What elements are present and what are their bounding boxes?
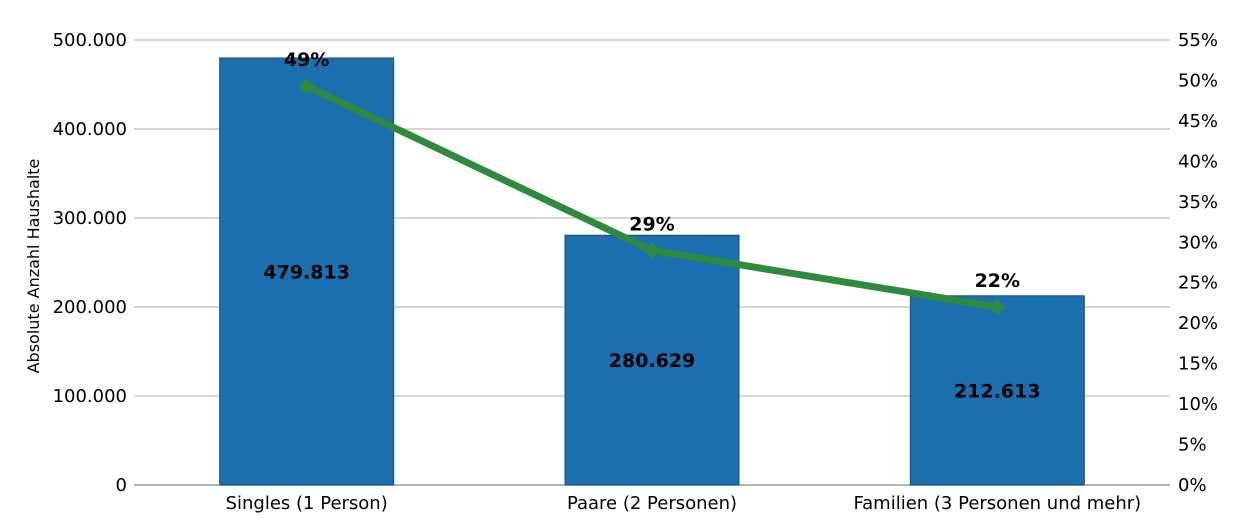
category-label: Singles (1 Person) [226, 493, 388, 514]
bar-value-label: 212.613 [954, 380, 1041, 402]
bar [909, 295, 1085, 486]
y2-tick-label: 30% [1178, 232, 1218, 253]
y-tick-label: 300.000 [53, 208, 127, 229]
y2-tick-label: 40% [1178, 151, 1218, 172]
bar-value-label: 280.629 [609, 350, 696, 372]
y2-tick-label: 15% [1178, 354, 1218, 375]
y2-tick-label: 50% [1178, 70, 1218, 91]
y2-tick-label: 20% [1178, 313, 1218, 334]
line-point [298, 78, 315, 95]
y-tick-label: 400.000 [53, 119, 127, 140]
category-label: Paare (2 Personen) [567, 493, 737, 514]
y2-tick-label: 25% [1178, 273, 1218, 294]
bar [564, 234, 740, 486]
y2-tick-label: 55% [1178, 30, 1218, 51]
y2-tick-label: 10% [1178, 394, 1218, 415]
y-tick-label: 0 [116, 475, 127, 496]
line-point [644, 242, 660, 259]
y2-tick-label: 5% [1178, 435, 1207, 456]
y-tick-label: 200.000 [53, 297, 127, 318]
label-layer: 0 100.000 200.000 300.000 400.000 500.000 0% 5%… [53, 30, 1218, 514]
y-tick-label: 500.000 [53, 30, 127, 51]
y2-tick-label: 35% [1178, 192, 1218, 213]
line-layer [298, 78, 1006, 315]
percent-label: 29% [629, 213, 674, 235]
bar-layer [219, 57, 1085, 486]
y2-tick-label: 0% [1178, 475, 1207, 496]
y-axis-label: Absolute Anzahl Haushalte [24, 159, 43, 374]
y-tick-label: 100.000 [53, 386, 127, 407]
bar-value-label: 479.813 [263, 261, 350, 283]
percent-label: 22% [975, 270, 1020, 292]
bar [219, 57, 395, 486]
line-point [989, 299, 1006, 315]
percent-label: 49% [284, 49, 329, 71]
y2-tick-label: 45% [1178, 111, 1218, 132]
category-label: Familien (3 Personen und mehr) [853, 493, 1141, 514]
